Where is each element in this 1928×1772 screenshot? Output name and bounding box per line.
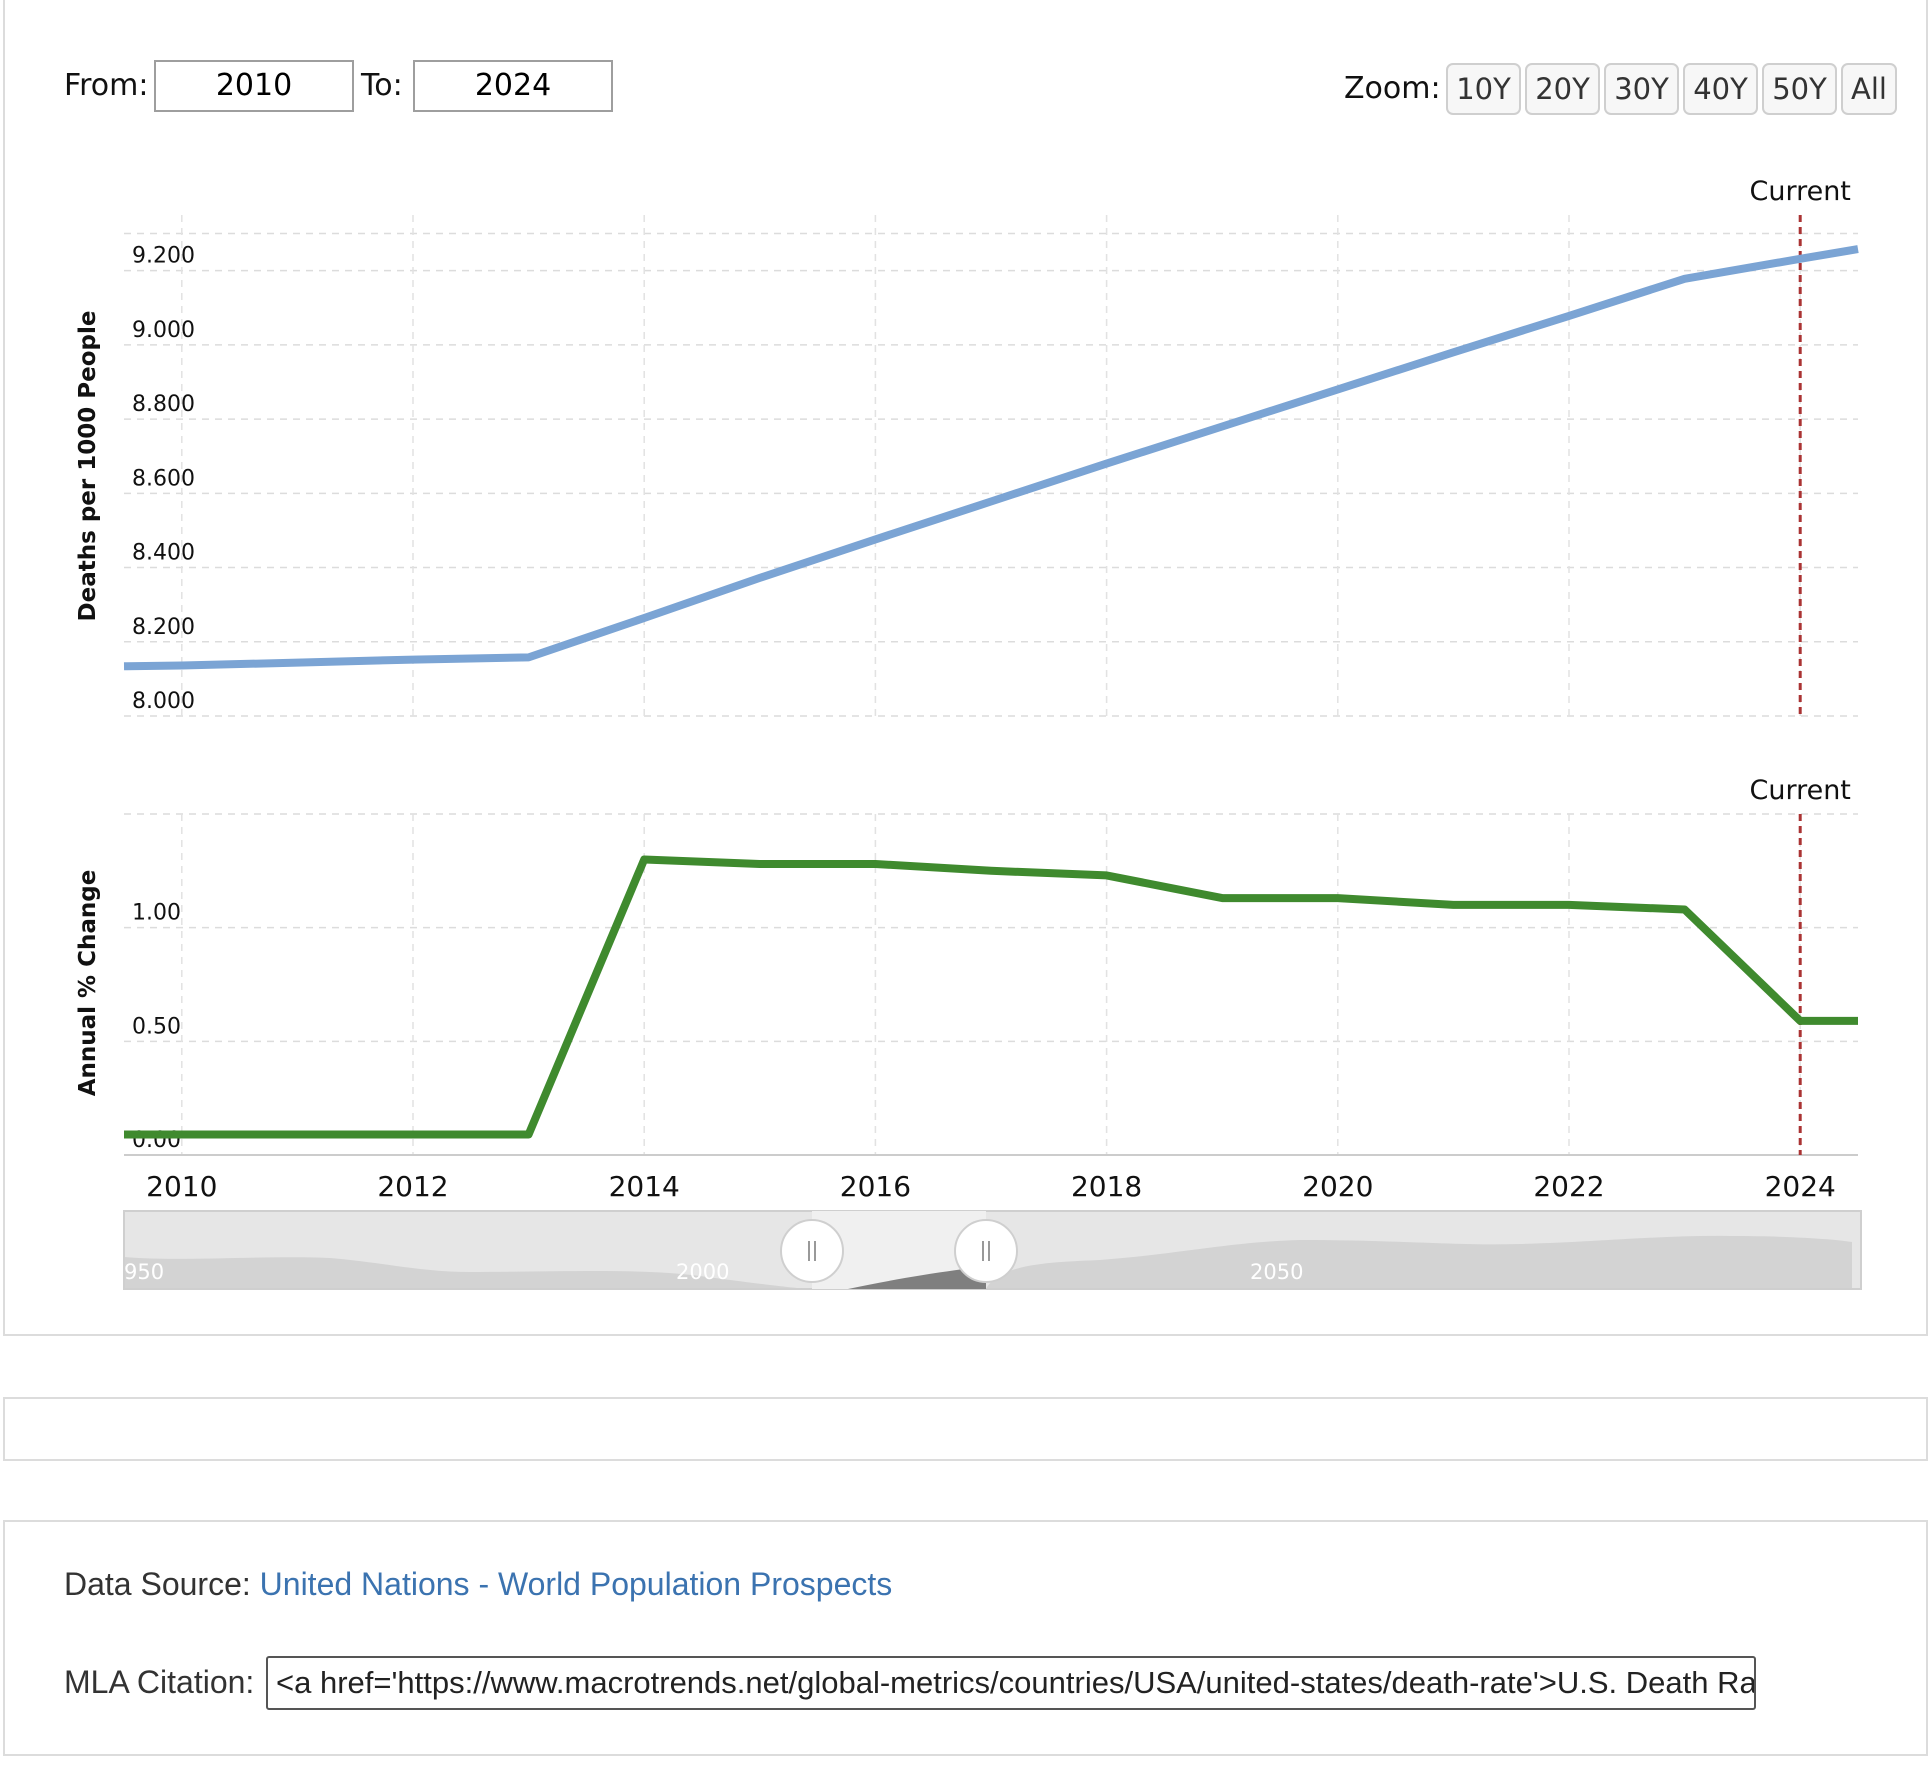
x-tick-label: 2018 (1071, 1170, 1142, 1203)
chart2-annual-change-line (124, 855, 1858, 1139)
x-tick-label: 2014 (609, 1170, 680, 1203)
range-navigator[interactable]: 950 2000 2050 (123, 1210, 1862, 1290)
y-tick-label: 8.200 (132, 615, 195, 640)
x-tick-label: 2024 (1765, 1170, 1836, 1203)
mla-citation-label: MLA Citation: (64, 1664, 255, 1700)
y-tick-label: 1.00 (132, 901, 181, 926)
from-label: From: (64, 68, 149, 103)
mla-citation-field[interactable]: <a href='https://www.macrotrends.net/glo… (266, 1656, 1756, 1710)
zoom-40y-button[interactable]: 40Y (1683, 63, 1758, 115)
data-source: Data Source: United Nations - World Popu… (64, 1566, 892, 1603)
zoom-20y-button[interactable]: 20Y (1525, 63, 1600, 115)
zoom-label: Zoom: (1344, 71, 1441, 106)
zoom-all-button[interactable]: All (1841, 63, 1897, 115)
y-tick-label: 8.600 (132, 466, 195, 491)
death-rate-charts: 8.000 8.200 8.400 8.600 8.800 9.000 9.200 Deat… (75, 176, 1862, 1290)
navigator-label-2050: 2050 (1250, 1260, 1303, 1284)
chart1-current-label: Current (1749, 176, 1850, 207)
y-tick-label: 0.50 (132, 1014, 181, 1039)
navigator-right-handle[interactable] (954, 1219, 1018, 1283)
zoom-50y-button[interactable]: 50Y (1762, 63, 1837, 115)
chart2-y-axis-title: Annual % Change (75, 870, 101, 1097)
navigator-left-handle[interactable] (780, 1219, 844, 1283)
to-label: To: (361, 68, 403, 103)
data-source-link[interactable]: United Nations - World Population Prospe… (259, 1566, 893, 1602)
x-tick-label: 2010 (146, 1170, 217, 1203)
chart1-death-rate-line (123, 245, 1859, 671)
data-source-label: Data Source: (64, 1566, 251, 1602)
y-tick-label: 8.800 (132, 392, 195, 417)
chart1-y-axis-title: Deaths per 1000 People (75, 311, 101, 622)
navigator-label-2000: 2000 (676, 1260, 729, 1284)
x-tick-label: 2012 (377, 1170, 448, 1203)
chart1-gridlines (124, 215, 1858, 717)
from-date-input[interactable]: 2010 (154, 60, 354, 112)
zoom-30y-button[interactable]: 30Y (1604, 63, 1679, 115)
y-tick-label: 8.400 (132, 541, 195, 566)
zoom-10y-button[interactable]: 10Y (1446, 63, 1521, 115)
y-tick-label: 9.200 (132, 244, 195, 269)
x-tick-label: 2016 (840, 1170, 911, 1203)
chart-panel (3, 0, 1928, 1336)
chart2-y-axis: 0.000.501.00 (132, 901, 181, 1153)
chart2-current-label: Current (1749, 775, 1850, 806)
y-tick-label: 8.000 (132, 689, 195, 714)
x-axis: 2010 2012 2014 2016 2018 2020 2022 2024 (146, 1170, 1836, 1203)
x-tick-label: 2022 (1533, 1170, 1604, 1203)
navigator-label-1950: 950 (124, 1260, 164, 1284)
chart2-gridlines (124, 813, 1858, 1156)
y-tick-label: 9.000 (132, 318, 195, 343)
x-tick-label: 2020 (1302, 1170, 1373, 1203)
source-panel (3, 1520, 1928, 1756)
to-date-input[interactable]: 2024 (413, 60, 613, 112)
chart1-y-axis: 8.000 8.200 8.400 8.600 8.800 9.000 9.200 (132, 244, 195, 714)
empty-panel (3, 1397, 1928, 1461)
